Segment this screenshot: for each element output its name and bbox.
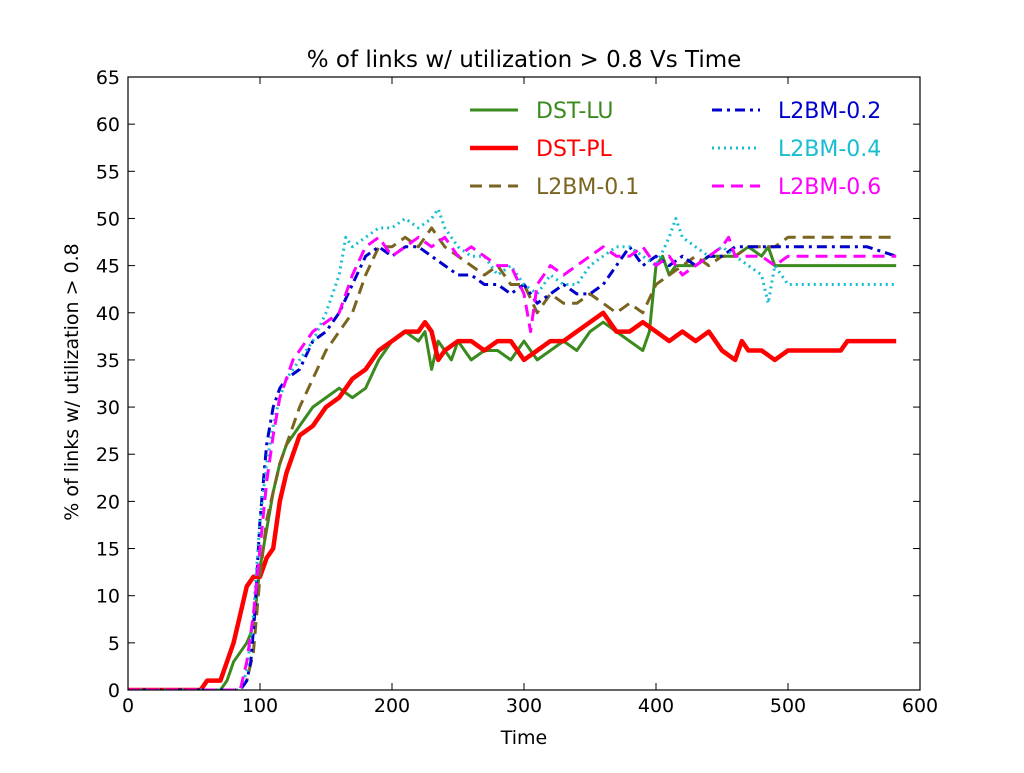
y-tick-label: 35 — [96, 350, 120, 372]
y-tick-label: 60 — [96, 114, 120, 136]
x-tick-label: 500 — [770, 695, 806, 717]
series-line-l2bm-0-2 — [128, 245, 897, 690]
legend-label-dst-lu: DST-LU — [536, 99, 614, 124]
y-axis-label: % of links w/ utilization > 0.8 — [61, 243, 83, 521]
plot-frame — [127, 76, 921, 691]
chart-title: % of links w/ utilization > 0.8 Vs Time — [307, 47, 742, 73]
axes-layer: 0 100 200 300 400 500 600 0 5 10 15 20 25 30 35 40 45 50 5… — [96, 67, 938, 717]
legend-label-l2bm-0-2: L2BM-0.2 — [778, 99, 881, 124]
series-line-l2bm-0-6 — [128, 235, 897, 690]
legend-label-dst-pl: DST-PL — [536, 137, 613, 162]
series-line-l2bm-0-4 — [128, 207, 897, 690]
y-tick-label: 20 — [96, 491, 120, 513]
legend: DST-LU DST-PL L2BM-0.1 L2BM-0.2 L2BM-0.4 L2BM… — [470, 99, 881, 200]
y-tick-label: 25 — [96, 444, 120, 466]
x-tick-label: 200 — [374, 695, 410, 717]
series-line-dst-lu — [128, 245, 897, 690]
y-tick-label: 45 — [96, 256, 120, 278]
y-tick-label: 55 — [96, 161, 120, 183]
x-tick-label: 300 — [506, 695, 542, 717]
y-tick-label: 0 — [108, 680, 120, 702]
y-tick-label: 50 — [96, 208, 120, 230]
legend-label-l2bm-0-4: L2BM-0.4 — [778, 137, 881, 162]
x-tick-label: 400 — [638, 695, 674, 717]
y-tick-label: 10 — [96, 586, 120, 608]
y-tick-label: 65 — [96, 67, 120, 89]
x-tick-label: 600 — [902, 695, 938, 717]
legend-label-l2bm-0-6: L2BM-0.6 — [778, 175, 881, 200]
legend-label-l2bm-0-1: L2BM-0.1 — [536, 175, 639, 200]
series-layer — [128, 207, 897, 690]
x-axis-label: Time — [500, 727, 548, 749]
y-tick-label: 5 — [108, 633, 120, 655]
y-tick-label: 40 — [96, 303, 120, 325]
series-line-l2bm-0-1 — [128, 226, 897, 690]
series-line-dst-pl — [128, 310, 897, 690]
y-tick-label: 30 — [96, 397, 120, 419]
x-tick-label: 100 — [242, 695, 278, 717]
y-tick-label: 15 — [96, 539, 120, 561]
x-tick-label: 0 — [122, 695, 134, 717]
